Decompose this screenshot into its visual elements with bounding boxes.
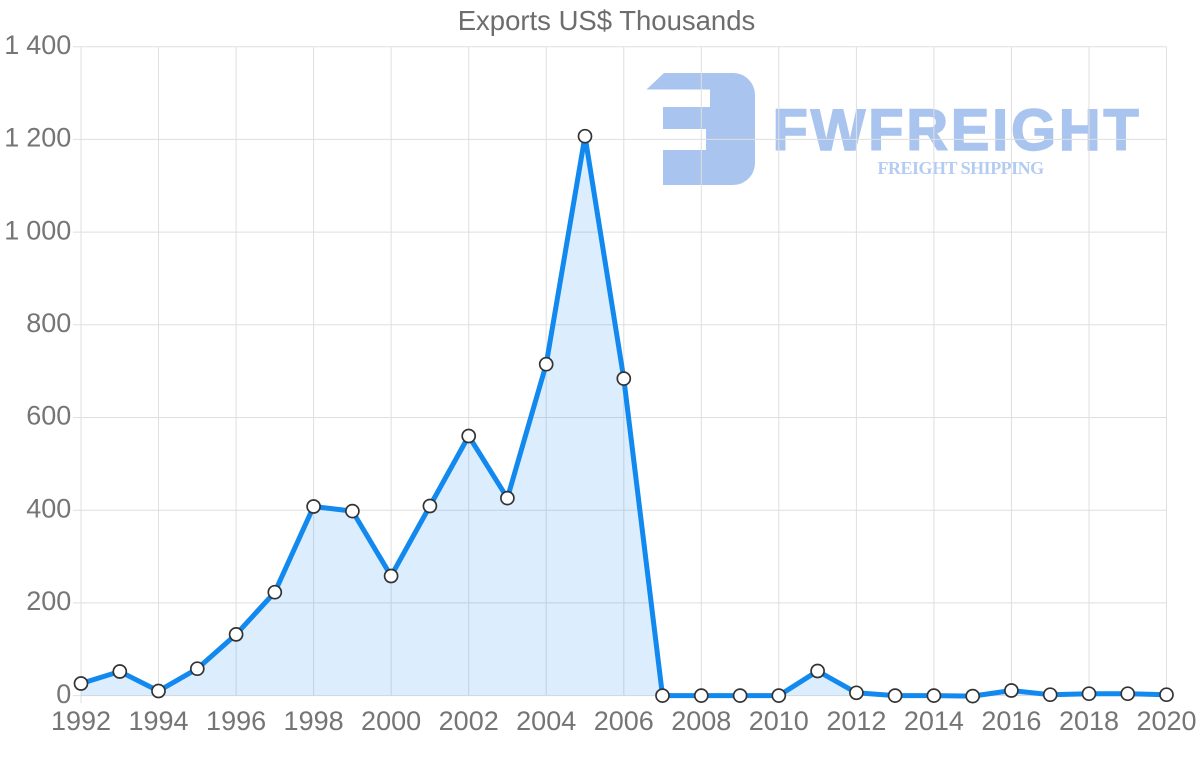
svg-text:2020: 2020	[1136, 706, 1196, 736]
svg-text:2018: 2018	[1059, 706, 1119, 736]
svg-text:2006: 2006	[594, 706, 654, 736]
svg-text:800: 800	[26, 308, 71, 338]
svg-text:2010: 2010	[749, 706, 809, 736]
svg-text:2004: 2004	[516, 706, 576, 736]
svg-text:1 000: 1 000	[4, 215, 71, 245]
svg-text:1 200: 1 200	[4, 123, 71, 153]
svg-text:2012: 2012	[826, 706, 886, 736]
svg-text:1996: 1996	[206, 706, 266, 736]
svg-text:1998: 1998	[284, 706, 344, 736]
svg-text:0: 0	[56, 679, 71, 709]
svg-text:2014: 2014	[904, 706, 964, 736]
svg-text:FWFREIGHT: FWFREIGHT	[773, 98, 1142, 163]
svg-text:1994: 1994	[128, 706, 188, 736]
svg-text:2002: 2002	[439, 706, 499, 736]
svg-text:1 400: 1 400	[4, 30, 71, 60]
svg-text:400: 400	[26, 493, 71, 523]
svg-text:1992: 1992	[51, 706, 111, 736]
svg-text:FREIGHT SHIPPING: FREIGHT SHIPPING	[877, 158, 1044, 178]
svg-text:2008: 2008	[671, 706, 731, 736]
svg-text:Exports US$ Thousands: Exports US$ Thousands	[458, 5, 756, 36]
svg-text:2016: 2016	[981, 706, 1041, 736]
svg-text:2000: 2000	[361, 706, 421, 736]
svg-text:200: 200	[26, 586, 71, 616]
svg-text:600: 600	[26, 401, 71, 431]
